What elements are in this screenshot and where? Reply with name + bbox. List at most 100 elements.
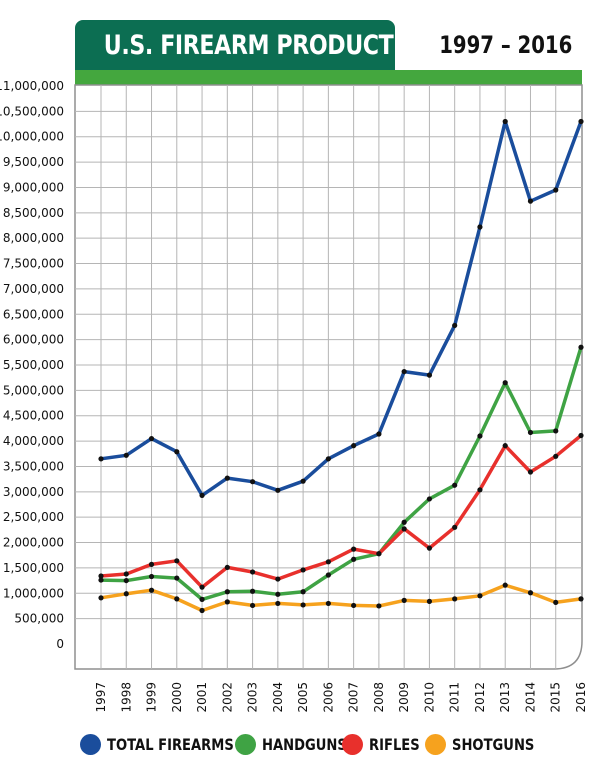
data-point-shotguns (452, 596, 458, 602)
x-tick-label: 2010 (422, 682, 436, 713)
legend-item-shotguns: SHOTGUNS (425, 732, 552, 756)
data-point-handguns (351, 556, 357, 562)
data-point-handguns (578, 344, 584, 350)
legend-swatch-shotguns (425, 733, 446, 755)
y-tick-label: 1,000,000 (3, 586, 64, 600)
data-point-rifles (553, 453, 559, 459)
title-banner: U.S. FIREARM PRODUCTION (75, 20, 438, 70)
data-point-total-firearms (578, 118, 584, 125)
data-point-total-firearms (224, 475, 230, 481)
y-tick-label: 4,000,000 (3, 434, 64, 448)
x-tick-label: 2016 (574, 682, 588, 713)
x-tick-label: 1998 (119, 682, 133, 713)
series-line-total-firearms (99, 119, 583, 498)
y-tick-label: 7,000,000 (3, 282, 64, 296)
data-point-handguns (199, 596, 205, 602)
data-point-total-firearms (527, 198, 534, 204)
x-tick-label: 2005 (296, 682, 310, 713)
data-point-shotguns (300, 602, 306, 608)
y-tick-label: 3,000,000 (3, 485, 64, 499)
data-point-rifles (98, 573, 104, 579)
data-point-shotguns (553, 599, 559, 606)
data-point-rifles (502, 443, 508, 449)
data-point-rifles (174, 558, 180, 564)
data-point-handguns (174, 575, 180, 581)
legend-label-total-firearms: TOTAL FIREARMS (107, 734, 234, 754)
data-point-handguns (224, 589, 230, 595)
data-point-handguns (527, 429, 534, 436)
data-point-total-firearms (123, 452, 129, 458)
y-tick-label: 7,500,000 (3, 257, 64, 271)
legend-swatch-handguns (235, 733, 256, 755)
data-point-rifles (325, 559, 331, 565)
series-line-shotguns (99, 583, 583, 613)
data-point-rifles (376, 551, 382, 557)
data-point-shotguns (123, 591, 129, 597)
x-tick-label: 2001 (195, 682, 209, 713)
y-tick-label: 5,500,000 (3, 358, 64, 372)
data-point-total-firearms (426, 372, 433, 378)
data-point-rifles (351, 546, 357, 552)
data-point-shotguns (502, 582, 508, 588)
data-point-total-firearms (477, 224, 483, 230)
legend-label-handguns: HANDGUNS (262, 734, 347, 754)
data-point-rifles (426, 545, 433, 551)
x-tick-label: 2002 (220, 682, 234, 713)
series-line-handguns (99, 345, 583, 602)
x-tick-label: 2007 (347, 682, 361, 713)
data-point-total-firearms (452, 322, 458, 329)
y-tick-label: 9,500,000 (3, 155, 64, 169)
data-point-handguns (401, 519, 407, 525)
x-tick-label: 2011 (448, 682, 462, 713)
x-tick-label: 1999 (145, 682, 159, 713)
data-point-rifles (578, 432, 584, 439)
data-point-shotguns (98, 595, 104, 601)
data-point-shotguns (199, 607, 205, 614)
data-point-shotguns (351, 602, 357, 609)
data-point-total-firearms (502, 118, 508, 125)
y-tick-label: 10,000,000 (0, 130, 64, 144)
x-tick-label: 2013 (498, 682, 512, 713)
x-tick-label: 2012 (473, 682, 487, 713)
data-point-total-firearms (401, 368, 407, 375)
x-tick-label: 2009 (397, 682, 411, 713)
data-point-shotguns (527, 590, 534, 596)
x-tick-label: 2006 (321, 682, 335, 713)
y-tick-label: 1,500,000 (3, 561, 64, 575)
data-point-rifles (249, 569, 256, 575)
data-point-shotguns (325, 600, 331, 607)
y-tick-label: 8,500,000 (3, 206, 64, 220)
y-tick-label: 10,500,000 (0, 104, 64, 118)
y-tick-label: 6,000,000 (3, 333, 64, 347)
data-point-rifles (224, 564, 230, 571)
data-point-shotguns (148, 587, 155, 593)
data-point-rifles (148, 561, 155, 567)
data-point-rifles (300, 567, 306, 573)
data-point-rifles (199, 584, 205, 590)
legend-label-rifles: RIFLES (369, 734, 420, 754)
data-point-total-firearms (351, 443, 357, 449)
y-tick-label: 9,000,000 (3, 180, 64, 194)
legend-swatch-total-firearms (80, 733, 101, 755)
data-point-handguns (502, 380, 508, 386)
legend: TOTAL FIREARMS HANDGUNS RIFLES SHOTGUNS (80, 732, 580, 756)
data-point-handguns (275, 591, 281, 597)
data-point-handguns (426, 496, 433, 502)
legend-item-rifles: RIFLES (342, 732, 431, 756)
data-point-handguns (325, 572, 331, 578)
data-point-shotguns (401, 597, 407, 603)
legend-swatch-rifles (342, 733, 363, 755)
y-tick-label: 2,500,000 (3, 510, 64, 524)
data-point-rifles (275, 576, 281, 582)
series-line-rifles (99, 433, 583, 589)
chart-subtitle: 1997 – 2016 (438, 31, 572, 59)
data-point-total-firearms (174, 449, 180, 455)
data-point-handguns (300, 589, 306, 595)
data-point-shotguns (426, 598, 433, 604)
data-point-handguns (553, 428, 559, 434)
data-point-handguns (477, 433, 483, 439)
x-tick-label: 2015 (549, 682, 563, 713)
data-point-rifles (527, 469, 534, 475)
y-tick-label: 3,500,000 (3, 459, 64, 473)
data-point-shotguns (477, 593, 483, 599)
